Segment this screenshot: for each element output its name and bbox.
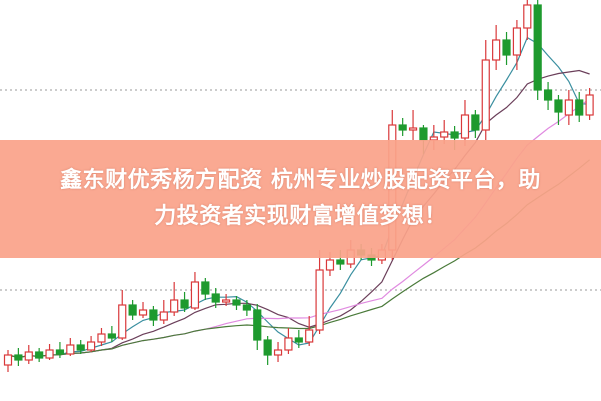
banner-line-1: 鑫东财优秀杨方配资 杭州专业炒股配资平台，助: [60, 168, 541, 193]
candle-down: [55, 349, 65, 355]
candle-down: [450, 131, 459, 139]
candle-up: [325, 259, 335, 271]
candle-down: [554, 99, 563, 113]
candle-down: [14, 354, 23, 361]
candle-down: [419, 127, 428, 141]
candle-up: [440, 131, 449, 138]
candle-up: [159, 311, 168, 321]
candle-down: [211, 293, 220, 303]
candle-down: [149, 309, 158, 321]
candle-up: [585, 94, 594, 116]
candle-up: [45, 349, 54, 359]
candle-down: [180, 299, 189, 309]
candle-up: [118, 304, 127, 339]
candle-up: [523, 4, 532, 29]
candle-down: [242, 304, 251, 311]
candle-up: [3, 354, 13, 366]
candle-up: [24, 351, 33, 361]
candle-up: [460, 114, 470, 139]
candle-down: [35, 351, 44, 359]
candle-up: [97, 333, 106, 343]
candle-down: [533, 4, 542, 91]
candle-up: [273, 349, 283, 356]
promo-banner: 鑫东财优秀杨方配资 杭州专业炒股配资平台，助 力投资者实现财富增值梦想！: [0, 140, 601, 258]
candle-down: [201, 281, 210, 295]
candle-down: [336, 259, 345, 265]
candle-up: [564, 99, 573, 116]
candle-up: [305, 329, 314, 343]
candle-up: [481, 59, 490, 131]
candle-up: [170, 299, 179, 313]
candle-down: [575, 99, 584, 116]
candle-up: [190, 281, 200, 309]
candle-up: [222, 299, 231, 303]
candle-up: [284, 337, 293, 351]
candle-up: [138, 309, 148, 316]
candle-down: [107, 333, 116, 339]
candle-down: [502, 39, 511, 56]
candle-up: [512, 27, 522, 56]
candle-up: [408, 127, 418, 131]
candle-down: [232, 299, 241, 306]
candle-down: [76, 344, 85, 351]
banner-line-2: 力投资者实现财富增值梦想！: [154, 204, 447, 229]
candle-down: [253, 309, 262, 341]
candle-down: [263, 339, 272, 356]
candle-up: [86, 341, 96, 351]
candle-up: [66, 344, 75, 355]
candle-up: [492, 39, 501, 61]
candle-down: [294, 337, 303, 343]
candle-up: [315, 269, 324, 331]
candle-down: [543, 89, 553, 101]
candle-down: [471, 114, 480, 131]
candle-down: [398, 124, 407, 131]
candle-down: [128, 304, 137, 316]
